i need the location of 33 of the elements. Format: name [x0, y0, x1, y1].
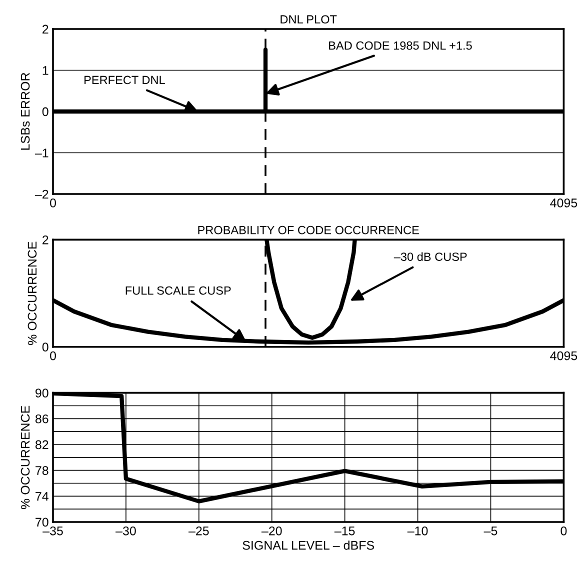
- x-tick-label: 4095: [550, 351, 578, 360]
- y-tick-label: 86: [35, 414, 48, 424]
- chart-title: DNL PLOT: [280, 15, 337, 24]
- chart-title: PROBABILITY OF CODE OCCURRENCE: [198, 226, 419, 234]
- y-tick-label: 90: [36, 388, 48, 398]
- x-tick-label: 0: [560, 526, 567, 536]
- x-tick-label: 4095: [550, 198, 578, 208]
- annotation: BAD CODE 1985 DNL +1.5: [329, 41, 472, 50]
- y-tick-label: 0: [42, 107, 48, 116]
- x-tick-label: –20: [261, 526, 282, 536]
- x-tick-label: –25: [188, 526, 209, 536]
- y-tick-label: –1: [34, 148, 48, 158]
- y-axis-title: % OCCURRENCE: [28, 242, 37, 345]
- y-tick-label: 2: [42, 236, 48, 244]
- annotation: PERFECT DNL: [84, 76, 165, 84]
- y-tick-label: 1: [42, 66, 48, 75]
- y-tick-label: 74: [36, 492, 48, 501]
- y-tick-label: 78: [36, 466, 48, 475]
- y-tick-label: 82: [35, 440, 48, 450]
- y-tick-label: 0: [42, 342, 48, 352]
- x-tick-label: –5: [484, 526, 498, 536]
- x-axis-title: SIGNAL LEVEL – dBFS: [242, 540, 374, 550]
- x-tick-label: –10: [407, 526, 428, 536]
- y-tick-label: 2: [42, 24, 48, 34]
- y-axis-title: % OCCURRENCE: [20, 406, 30, 510]
- annotation: FULL SCALE CUSP: [126, 286, 231, 295]
- x-tick-label: –15: [334, 526, 355, 536]
- y-tick-label: –2: [34, 190, 48, 199]
- x-tick-label: –30: [116, 526, 136, 536]
- y-tick-label: 70: [36, 518, 48, 527]
- x-tick-label: –35: [42, 526, 63, 536]
- y-axis-title: LSBs ERROR: [20, 72, 30, 150]
- annotation: –30 dB CUSP: [394, 252, 467, 261]
